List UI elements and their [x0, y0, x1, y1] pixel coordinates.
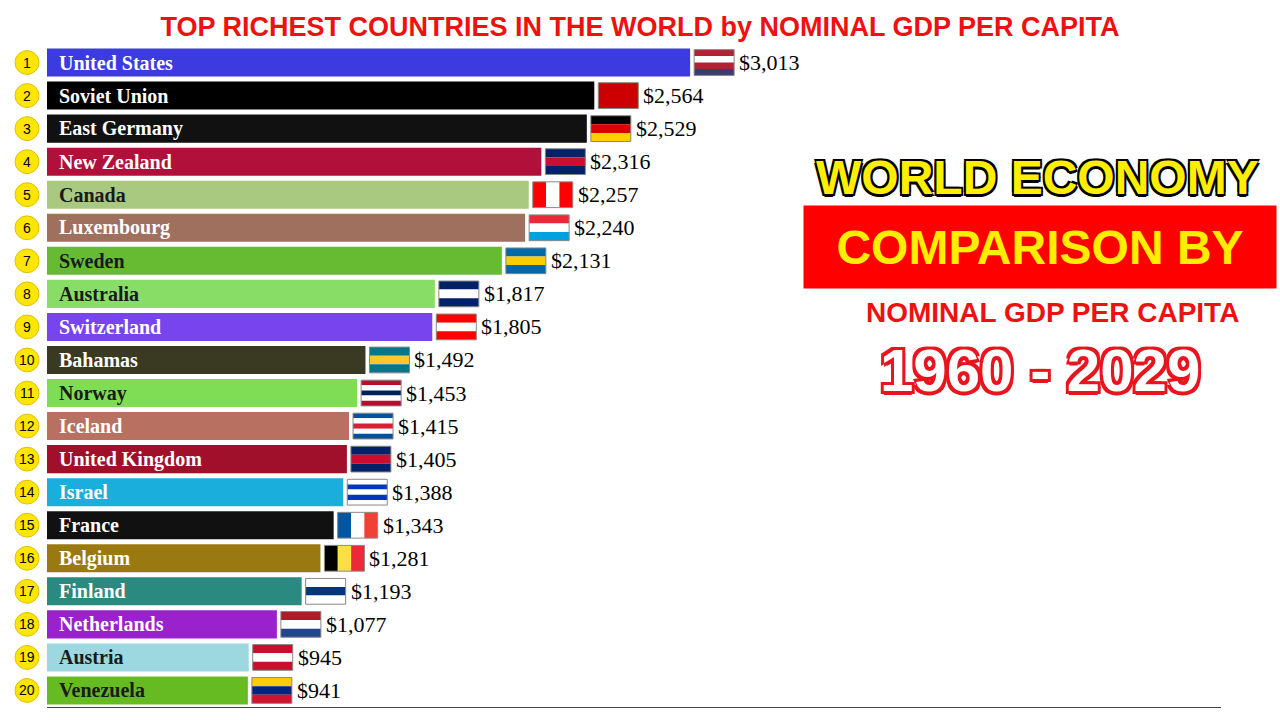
- svg-text:9: 9: [23, 319, 31, 335]
- svg-text:$2,240: $2,240: [574, 215, 635, 240]
- svg-text:WORLD ECONOMY: WORLD ECONOMY: [816, 151, 1259, 204]
- svg-text:$945: $945: [298, 645, 342, 670]
- svg-text:TOP RICHEST COUNTRIES IN THE W: TOP RICHEST COUNTRIES IN THE WORLD by NO…: [160, 12, 1119, 42]
- svg-text:Finland: Finland: [59, 580, 126, 602]
- svg-text:Israel: Israel: [59, 481, 108, 503]
- svg-text:2: 2: [23, 88, 31, 104]
- svg-text:East Germany: East Germany: [59, 117, 183, 140]
- svg-text:$941: $941: [297, 678, 341, 703]
- svg-text:$1,077: $1,077: [326, 612, 387, 637]
- svg-text:19: 19: [19, 649, 35, 665]
- svg-text:Luxembourg: Luxembourg: [59, 216, 170, 239]
- svg-text:14: 14: [19, 484, 35, 500]
- svg-text:11: 11: [20, 385, 35, 401]
- svg-text:7: 7: [23, 253, 31, 269]
- svg-text:$1,805: $1,805: [481, 314, 542, 339]
- svg-text:$3,013: $3,013: [739, 50, 800, 75]
- svg-text:10: 10: [19, 352, 35, 368]
- svg-text:8: 8: [23, 286, 31, 302]
- svg-text:Soviet Union: Soviet Union: [59, 85, 168, 107]
- svg-text:$1,453: $1,453: [406, 381, 467, 406]
- svg-text:Australia: Australia: [59, 283, 139, 305]
- svg-text:1: 1: [23, 55, 31, 71]
- svg-text:United Kingdom: United Kingdom: [59, 448, 202, 471]
- svg-text:$1,405: $1,405: [396, 447, 457, 472]
- svg-text:13: 13: [19, 451, 35, 467]
- svg-text:NOMINAL GDP PER CAPITA: NOMINAL GDP PER CAPITA: [866, 297, 1239, 328]
- svg-text:3: 3: [23, 121, 31, 137]
- svg-text:$1,415: $1,415: [398, 414, 459, 439]
- svg-text:20: 20: [19, 682, 35, 698]
- svg-text:$2,257: $2,257: [578, 182, 639, 207]
- svg-text:United States: United States: [59, 52, 173, 74]
- svg-text:Switzerland: Switzerland: [59, 316, 161, 338]
- svg-text:$1,492: $1,492: [414, 347, 475, 372]
- svg-text:Belgium: Belgium: [59, 547, 130, 570]
- svg-text:$2,131: $2,131: [551, 248, 612, 273]
- svg-text:New Zealand: New Zealand: [59, 151, 172, 173]
- svg-text:$1,817: $1,817: [484, 281, 545, 306]
- svg-text:Iceland: Iceland: [59, 415, 122, 437]
- svg-text:Bahamas: Bahamas: [59, 349, 138, 371]
- svg-text:Austria: Austria: [59, 646, 123, 668]
- svg-text:12: 12: [19, 418, 35, 434]
- svg-text:$1,343: $1,343: [383, 513, 444, 538]
- svg-text:$1,281: $1,281: [369, 546, 430, 571]
- svg-text:5: 5: [23, 187, 31, 203]
- svg-text:1960 - 2029: 1960 - 2029: [880, 337, 1200, 404]
- svg-text:$1,388: $1,388: [392, 480, 453, 505]
- svg-text:Sweden: Sweden: [59, 250, 125, 272]
- svg-text:COMPARISON BY: COMPARISON BY: [836, 221, 1243, 274]
- svg-text:France: France: [59, 514, 119, 536]
- svg-text:Venezuela: Venezuela: [59, 679, 145, 701]
- svg-text:6: 6: [23, 220, 31, 236]
- svg-text:$2,529: $2,529: [636, 116, 697, 141]
- svg-text:Canada: Canada: [59, 184, 126, 206]
- svg-text:18: 18: [19, 616, 35, 632]
- svg-text:Norway: Norway: [59, 382, 127, 405]
- svg-text:$2,316: $2,316: [590, 149, 651, 174]
- svg-text:$2,564: $2,564: [643, 83, 704, 108]
- svg-text:17: 17: [19, 583, 35, 599]
- svg-text:$1,193: $1,193: [351, 579, 412, 604]
- svg-text:16: 16: [19, 550, 35, 566]
- svg-text:15: 15: [19, 517, 35, 533]
- svg-text:Netherlands: Netherlands: [59, 613, 164, 635]
- svg-text:4: 4: [23, 154, 31, 170]
